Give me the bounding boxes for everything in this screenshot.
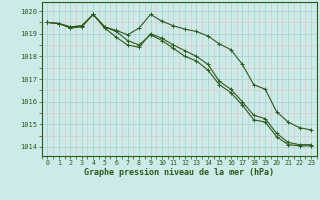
X-axis label: Graphe pression niveau de la mer (hPa): Graphe pression niveau de la mer (hPa) (84, 168, 274, 177)
